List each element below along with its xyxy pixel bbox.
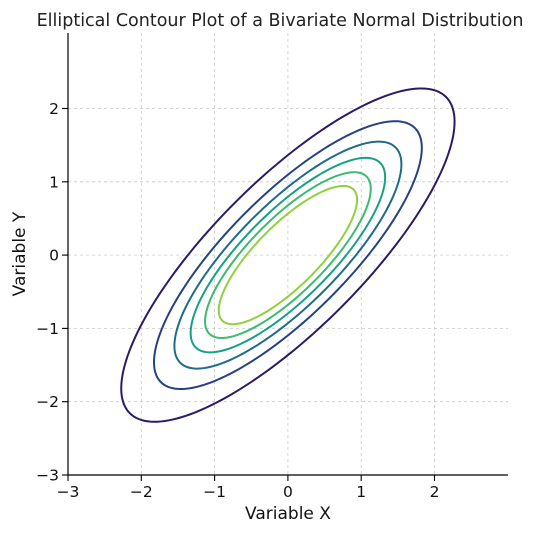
y-axis-label: Variable Y (10, 211, 30, 296)
contour-line (189, 156, 387, 354)
x-axis-label: Variable X (245, 504, 331, 524)
contour-line (120, 87, 456, 423)
x-tick-label: −1 (203, 483, 226, 501)
y-tick-label: −3 (36, 467, 59, 485)
x-ticks: −3 −2 −1 0 1 2 (57, 475, 440, 501)
y-tick-label: −2 (36, 393, 59, 411)
y-tick-label: −1 (36, 320, 59, 338)
contour-line (152, 120, 423, 391)
x-tick-label: 1 (356, 483, 366, 501)
y-ticks: −3 −2 −1 0 1 2 (36, 100, 68, 485)
x-tick-label: 0 (283, 483, 293, 501)
y-tick-label: 2 (49, 100, 59, 118)
x-tick-label: −3 (57, 483, 80, 501)
contour-lines (120, 87, 456, 423)
grid (67, 33, 508, 476)
contour-line (217, 184, 359, 326)
chart-title: Elliptical Contour Plot of a Bivariate N… (37, 11, 524, 31)
contour-line (173, 140, 403, 370)
contour-line (204, 171, 372, 339)
y-tick-label: 1 (49, 173, 59, 191)
x-tick-label: −2 (130, 483, 153, 501)
x-tick-label: 2 (430, 483, 440, 501)
y-tick-label: 0 (49, 247, 59, 265)
